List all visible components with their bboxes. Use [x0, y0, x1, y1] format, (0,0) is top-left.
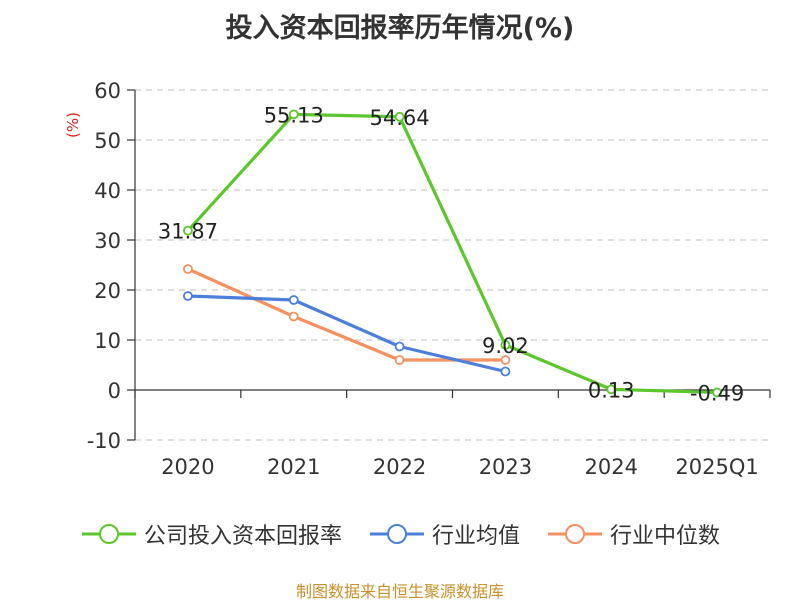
chart-title: 投入资本回报率历年情况(%): [225, 13, 575, 44]
x-tick-label: 2024: [585, 455, 638, 479]
legend-swatch-icon: [81, 524, 136, 544]
y-tick-label: 50: [94, 129, 121, 153]
data-source-note: 制图数据来自恒生聚源数据库: [295, 582, 504, 601]
legend-swatch-icon: [548, 524, 602, 544]
x-tick-label: 2023: [479, 455, 532, 479]
legend-item: 公司投入资本回报率: [80, 518, 342, 550]
data-point: [288, 295, 299, 305]
legend-swatch-icon: [369, 524, 424, 544]
legend-label: 行业均值: [431, 524, 520, 549]
y-tick-label: 0: [108, 379, 121, 403]
data-point: [183, 225, 193, 236]
y-axis-label: (%): [64, 112, 82, 138]
y-tick-label: 10: [94, 329, 121, 353]
data-label: 54.64: [370, 106, 430, 130]
data-point: [606, 384, 617, 395]
x-tick-label: 2022: [373, 455, 426, 479]
data-point: [712, 387, 722, 398]
data-point: [183, 264, 193, 274]
y-tick-label: 30: [94, 229, 121, 253]
data-label: 55.13: [264, 103, 324, 127]
data-point: [394, 341, 405, 352]
data-point: [500, 366, 511, 377]
x-tick-label: 2020: [161, 455, 214, 479]
data-point: [394, 355, 405, 365]
legend-item: 行业中位数: [546, 518, 720, 550]
y-tick-label: 40: [94, 179, 121, 203]
data-label: 31.87: [158, 220, 218, 244]
data-point: [288, 109, 299, 120]
y-tick-label: 60: [94, 79, 121, 103]
y-tick-label: -10: [87, 429, 121, 453]
series-line: [187, 294, 506, 374]
data-point: [183, 291, 193, 301]
y-tick-label: 20: [94, 279, 121, 303]
data-label: 0.13: [588, 378, 635, 402]
data-label: 9.02: [482, 334, 529, 358]
series-line: [187, 267, 506, 362]
legend-item: 行业均值: [368, 518, 520, 550]
data-point: [288, 311, 299, 322]
series-line: [186, 112, 718, 395]
x-tick-label: 2025Q1: [675, 455, 758, 479]
data-point: [500, 355, 511, 365]
x-tick-label: 2021: [267, 455, 320, 479]
data-point: [500, 339, 511, 350]
data-label: -0.49: [690, 381, 744, 405]
legend-label: 公司投入资本回报率: [143, 524, 342, 549]
legend-label: 行业中位数: [610, 524, 721, 549]
data-point: [394, 111, 405, 122]
chart-legend: 公司投入资本回报率 行业均值 行业中位数: [0, 518, 800, 550]
